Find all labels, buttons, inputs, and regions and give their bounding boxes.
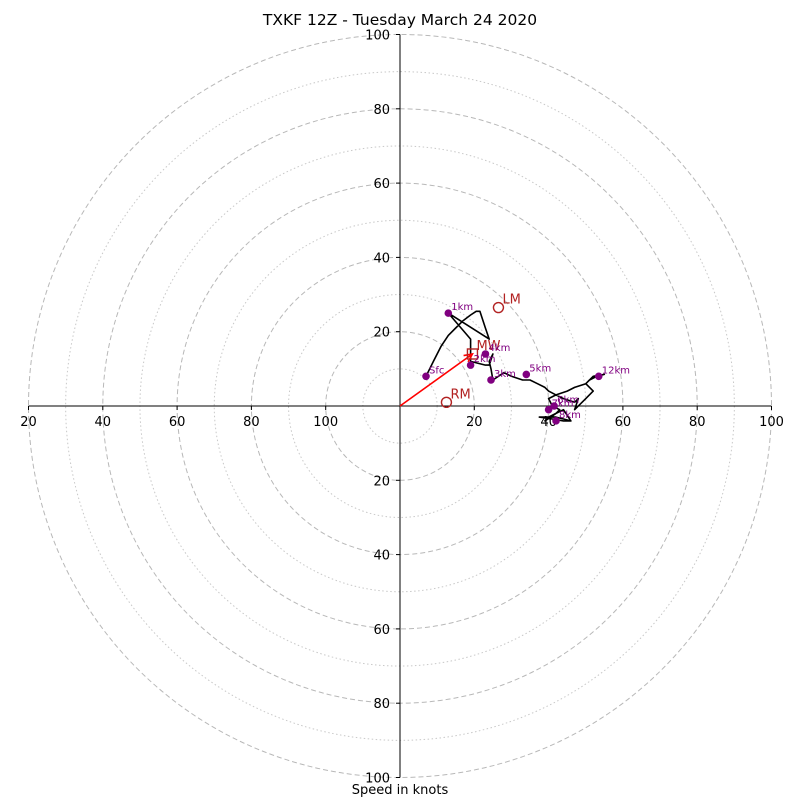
y-tick-label: 40: [373, 251, 390, 266]
y-tick-label: 100: [365, 772, 390, 787]
height-point: [522, 370, 531, 379]
height-point: [444, 309, 453, 317]
hodograph-line: [425, 310, 606, 422]
height-label: 8km: [559, 410, 581, 421]
x-axis-label: Speed in knots: [351, 783, 449, 798]
height-point: [466, 361, 475, 369]
height-point: [487, 376, 495, 384]
height-label: 2km: [474, 354, 496, 365]
height-label: 1km: [451, 302, 473, 313]
y-tick-label: 60: [373, 623, 390, 638]
x-tick-label: 20: [20, 415, 37, 430]
y-tick-label: 100: [365, 29, 390, 44]
height-point: [552, 417, 560, 425]
x-tick-label: 100: [313, 415, 338, 430]
height-label: 6km: [557, 395, 579, 406]
x-tick-label: 60: [169, 415, 186, 430]
height-label: 5km: [529, 363, 551, 374]
x-tick-label: 100: [759, 415, 784, 430]
height-point: [544, 405, 553, 414]
storm-motion-label: LM: [502, 293, 520, 308]
y-tick-label: 20: [373, 474, 390, 489]
storm-motion-marker: [440, 396, 453, 408]
y-tick-label: 40: [373, 549, 390, 564]
x-tick-label: 80: [689, 415, 706, 430]
height-label: 4km: [488, 343, 510, 354]
x-tick-label: 40: [95, 415, 112, 430]
height-label: 7km: [552, 399, 574, 410]
height-point: [594, 372, 603, 381]
storm-motion-marker: [492, 301, 505, 314]
storm-motion-marker: [466, 348, 479, 360]
y-tick-label: 20: [373, 326, 390, 341]
height-label: 12km: [602, 365, 630, 376]
x-tick-label: 20: [466, 415, 483, 430]
height-point: [550, 402, 558, 410]
storm-motion-label: RM: [450, 387, 470, 402]
y-tick-label: 60: [373, 177, 390, 192]
x-tick-label: 80: [243, 415, 260, 430]
height-point: [481, 350, 490, 358]
x-tick-label: 60: [615, 415, 632, 430]
height-point: [422, 372, 430, 381]
mean-wind-vector: [399, 353, 473, 407]
y-tick-label: 80: [373, 697, 390, 712]
height-label: Sfc: [429, 365, 444, 376]
chart-title: TXKF 12Z - Tuesday March 24 2020: [262, 11, 538, 29]
storm-motion-label: MW: [476, 339, 500, 354]
height-label: 3km: [494, 369, 516, 380]
y-tick-label: 80: [373, 103, 390, 118]
